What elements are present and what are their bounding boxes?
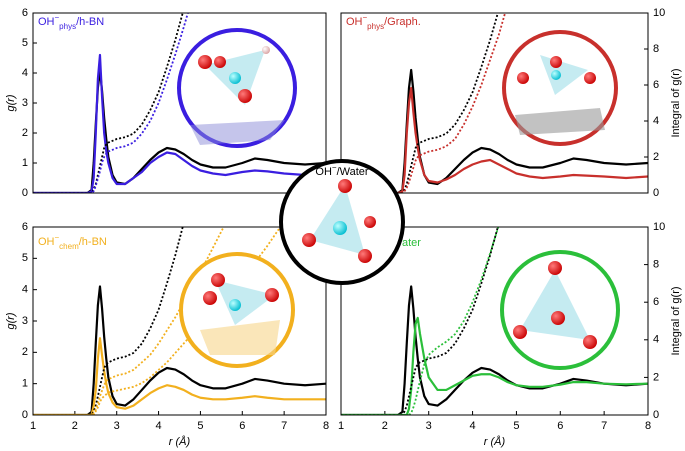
y-tick-label: 5 (22, 37, 28, 49)
x-tick-label: 5 (513, 420, 519, 432)
text-part: − (55, 233, 60, 242)
x-tick-label: 4 (470, 420, 476, 432)
integral-line (33, 227, 225, 415)
x-tick-label: 8 (323, 420, 329, 432)
rdf-line (341, 316, 648, 415)
y2-axis-label: Integral of g(r) (670, 286, 682, 355)
y-tick-label: 3 (22, 315, 28, 327)
x-tick-label: 1 (338, 420, 344, 432)
text-part: /Water (337, 166, 369, 178)
y2-tick-label: 8 (653, 43, 659, 55)
text-part: /Graph. (384, 16, 421, 28)
x-axis-label: r (Å) (169, 435, 191, 448)
x-tick-label: 6 (557, 420, 563, 432)
text-part: OH (38, 16, 55, 28)
y-tick-label: 6 (22, 221, 28, 233)
text-part: phys (59, 22, 76, 31)
frame (32, 12, 327, 194)
y-tick-label: 6 (22, 7, 28, 19)
y-tick-label: 3 (22, 97, 28, 109)
y2-tick-label: 2 (653, 151, 659, 163)
frame (340, 12, 649, 194)
text-part: /h-BN (76, 16, 104, 28)
y2-tick-label: 4 (653, 334, 659, 346)
y-tick-label: 4 (22, 67, 28, 79)
y2-tick-label: 0 (653, 409, 659, 421)
y-tick-label: 1 (22, 157, 28, 169)
x-tick-label: 7 (281, 420, 287, 432)
y-tick-label: 0 (22, 187, 28, 199)
inset-water (500, 250, 620, 370)
y-tick-label: 0 (22, 409, 28, 421)
rdf-line (341, 86, 648, 193)
text-part: chem (59, 242, 79, 251)
text-part: − (332, 163, 337, 172)
y2-tick-label: 10 (653, 7, 665, 19)
y2-tick-label: 8 (653, 259, 659, 271)
y-tick-label: 2 (22, 127, 28, 139)
integral-line (33, 227, 282, 415)
x-tick-label: 6 (239, 420, 245, 432)
y-axis-label: g(r) (5, 94, 17, 111)
x-tick-label: 2 (382, 420, 388, 432)
y-axis-label: g(r) (5, 312, 17, 329)
y-tick-label: 1 (22, 378, 28, 390)
y2-tick-label: 0 (653, 187, 659, 199)
center-label: OH−/Water (315, 163, 368, 178)
x-tick-label: 7 (601, 420, 607, 432)
rdf-line (33, 337, 326, 415)
x-tick-label: 1 (30, 420, 36, 432)
panel-title: OH−phys/Graph. (346, 13, 421, 31)
panel-title: OH−phys/h-BN (38, 13, 104, 31)
y2-tick-label: 6 (653, 296, 659, 308)
text-part: phys (367, 22, 384, 31)
text-part: OH (315, 166, 332, 178)
panel: 0 1 2 3 4 5 6 g(r) OH−phys/h-BN (5, 7, 327, 199)
x-tick-label: 3 (426, 420, 432, 432)
rdf-line (33, 53, 326, 193)
integral-line (341, 227, 499, 415)
x-tick-label: 5 (197, 420, 203, 432)
inset-graphene (502, 30, 618, 146)
text-part: OH (38, 236, 55, 248)
x-tick-label: 4 (156, 420, 162, 432)
text-part: OH (346, 16, 363, 28)
frame (340, 226, 649, 416)
panel-title: OH−chem/h-BN (38, 233, 107, 251)
inset-hbn (177, 28, 297, 148)
integral-line (33, 13, 189, 193)
y2-tick-label: 2 (653, 371, 659, 383)
integral-line (33, 227, 184, 415)
x-tick-label: 8 (645, 420, 651, 432)
inset-hbn-chem (179, 252, 295, 368)
y2-tick-label: 4 (653, 115, 659, 127)
frame (32, 226, 327, 416)
y-tick-label: 2 (22, 346, 28, 358)
x-axis-label: r (Å) (484, 435, 506, 448)
center-inset: OH−/Water (279, 159, 405, 285)
x-tick-label: 3 (114, 420, 120, 432)
panel: 0 2 4 6 8 10 Integral of g(r) OH−phys/Graph. (340, 7, 682, 199)
text-part: − (363, 13, 368, 22)
y-tick-label: 4 (22, 284, 28, 296)
text-part: /h-BN (79, 236, 107, 248)
y2-tick-label: 10 (653, 221, 665, 233)
y2-axis-label: Integral of g(r) (670, 68, 682, 137)
y2-tick-label: 6 (653, 79, 659, 91)
x-tick-label: 2 (72, 420, 78, 432)
y-tick-label: 5 (22, 252, 28, 264)
text-part: − (55, 13, 60, 22)
rdf-line (33, 285, 326, 415)
